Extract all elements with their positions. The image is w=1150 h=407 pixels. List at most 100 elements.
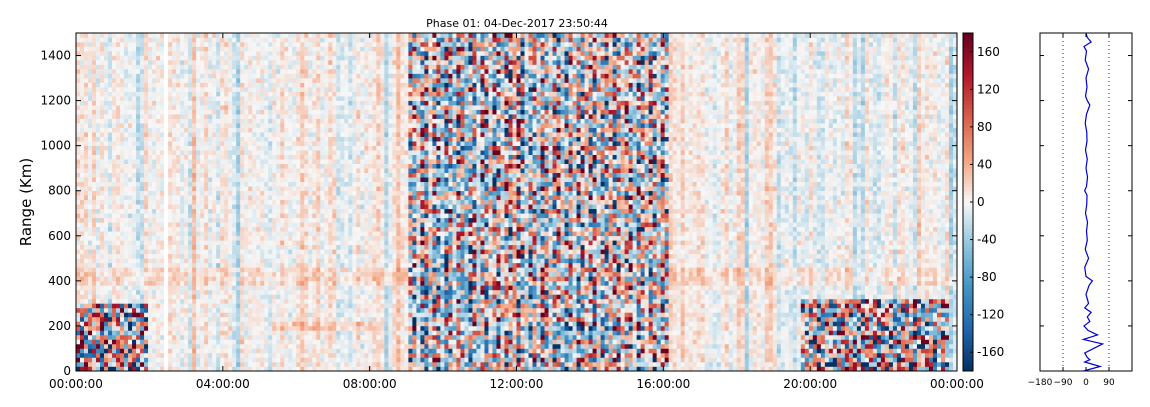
heatmap-cell: [296, 74, 300, 79]
heatmap-cell: [276, 276, 280, 281]
heatmap-cell: [212, 191, 216, 196]
heatmap-cell: [164, 222, 168, 227]
heatmap-cell: [188, 101, 192, 106]
heatmap-cell: [192, 74, 196, 79]
heatmap-cell: [304, 200, 308, 205]
heatmap-cell: [316, 146, 320, 151]
heatmap-cell: [268, 168, 272, 173]
heatmap-cell: [328, 101, 332, 106]
heatmap-cell: [108, 276, 112, 281]
heatmap-cell: [156, 168, 160, 173]
heatmap-cell: [328, 249, 332, 254]
heatmap-cell: [76, 146, 80, 151]
heatmap-cell: [320, 123, 324, 128]
heatmap-cell: [312, 60, 316, 65]
heatmap-cell: [220, 254, 224, 259]
heatmap-cell: [240, 164, 244, 169]
heatmap-cell: [196, 69, 200, 74]
heatmap-cell: [100, 362, 104, 367]
heatmap-cell: [112, 312, 116, 317]
heatmap-cell: [260, 123, 264, 128]
heatmap-cell: [336, 299, 340, 304]
heatmap-cell: [212, 60, 216, 65]
heatmap-cell: [96, 168, 100, 173]
heatmap-cell: [228, 33, 232, 38]
heatmap-cell: [148, 182, 152, 187]
heatmap-cell: [308, 110, 312, 115]
heatmap-cell: [200, 222, 204, 227]
heatmap-cell: [296, 240, 300, 245]
heatmap-cell: [160, 33, 164, 38]
heatmap-cell: [184, 213, 188, 218]
heatmap-cell: [272, 137, 276, 142]
heatmap-cell: [180, 69, 184, 74]
heatmap-cell: [200, 92, 204, 97]
heatmap-cell: [136, 222, 140, 227]
heatmap-cell: [320, 137, 324, 142]
heatmap-cell: [244, 123, 248, 128]
heatmap-cell: [244, 312, 248, 317]
heatmap-cell: [244, 321, 248, 326]
heatmap-cell: [324, 348, 328, 353]
heatmap-cell: [220, 56, 224, 61]
heatmap-cell: [80, 56, 84, 61]
heatmap-cell: [96, 200, 100, 205]
heatmap-cell: [324, 105, 328, 110]
heatmap-cell: [316, 272, 320, 277]
heatmap-cell: [276, 69, 280, 74]
heatmap-cell: [140, 267, 144, 272]
heatmap-cell: [240, 200, 244, 205]
heatmap-cell: [168, 272, 172, 277]
heatmap-cell: [276, 42, 280, 47]
heatmap-cell: [280, 78, 284, 83]
heatmap-cell: [180, 164, 184, 169]
heatmap-cell: [156, 51, 160, 56]
heatmap-cell: [332, 348, 336, 353]
heatmap-cell: [216, 249, 220, 254]
heatmap-cell: [328, 245, 332, 250]
heatmap-cell: [124, 263, 128, 268]
heatmap-cell: [252, 317, 256, 322]
heatmap-cell: [316, 42, 320, 47]
heatmap-cell: [216, 195, 220, 200]
heatmap-cell: [92, 65, 96, 70]
heatmap-cell: [108, 60, 112, 65]
heatmap-cell: [172, 222, 176, 227]
heatmap-cell: [208, 159, 212, 164]
heatmap-cell: [176, 263, 180, 268]
heatmap-cell: [160, 42, 164, 47]
heatmap-cell: [152, 155, 156, 160]
heatmap-cell: [220, 303, 224, 308]
heatmap-cell: [88, 339, 92, 344]
heatmap-cell: [328, 186, 332, 191]
heatmap-cell: [96, 227, 100, 232]
heatmap-cell: [304, 326, 308, 331]
heatmap-cell: [328, 96, 332, 101]
heatmap-cell: [136, 362, 140, 367]
heatmap-cell: [124, 51, 128, 56]
heatmap-cell: [92, 173, 96, 178]
heatmap-cell: [272, 119, 276, 124]
heatmap-cell: [224, 38, 228, 43]
heatmap-cell: [188, 146, 192, 151]
heatmap-cell: [144, 308, 148, 313]
heatmap-cell: [164, 276, 168, 281]
heatmap-cell: [172, 47, 176, 52]
heatmap-cell: [248, 272, 252, 277]
heatmap-cell: [332, 128, 336, 133]
heatmap-cell: [196, 204, 200, 209]
heatmap-cell: [120, 362, 124, 367]
heatmap-cell: [320, 96, 324, 101]
heatmap-cell: [156, 321, 160, 326]
heatmap-cell: [132, 155, 136, 160]
heatmap-cell: [280, 321, 284, 326]
heatmap-cell: [96, 362, 100, 367]
heatmap-cell: [300, 227, 304, 232]
heatmap-cell: [132, 227, 136, 232]
heatmap-cell: [228, 285, 232, 290]
heatmap-cell: [260, 281, 264, 286]
heatmap-cell: [76, 155, 80, 160]
heatmap-cell: [256, 267, 260, 272]
heatmap-cell: [304, 123, 308, 128]
heatmap-cell: [188, 272, 192, 277]
